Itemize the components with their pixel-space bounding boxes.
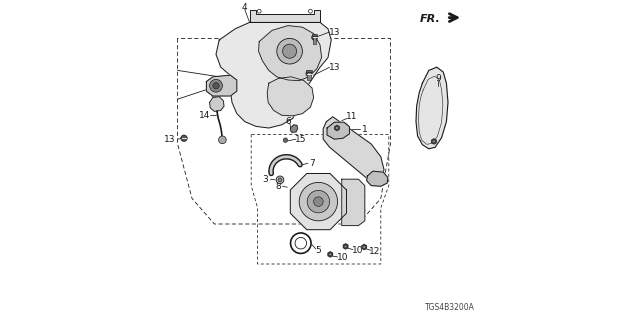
Text: 13: 13	[164, 135, 175, 144]
Text: 3: 3	[263, 175, 268, 184]
Text: 4: 4	[242, 3, 248, 12]
Text: 13: 13	[329, 28, 340, 36]
Circle shape	[433, 140, 435, 143]
Text: 14: 14	[199, 111, 211, 120]
Circle shape	[344, 245, 347, 248]
Circle shape	[283, 138, 288, 142]
Polygon shape	[216, 22, 332, 128]
Text: 11: 11	[346, 112, 358, 121]
Circle shape	[181, 135, 187, 141]
Circle shape	[363, 246, 365, 248]
Text: 8: 8	[276, 182, 281, 191]
Text: 6: 6	[285, 117, 291, 126]
Circle shape	[278, 178, 282, 182]
Text: 10: 10	[337, 253, 348, 262]
Polygon shape	[268, 77, 314, 116]
Text: 15: 15	[295, 135, 307, 144]
Polygon shape	[344, 244, 348, 249]
Polygon shape	[323, 117, 384, 182]
Circle shape	[257, 9, 261, 13]
Circle shape	[277, 38, 303, 64]
Text: 10: 10	[352, 246, 363, 255]
Circle shape	[210, 79, 223, 92]
Text: 1: 1	[362, 125, 367, 134]
Circle shape	[212, 83, 219, 89]
Text: FR.: FR.	[420, 13, 440, 24]
Circle shape	[300, 182, 338, 221]
Polygon shape	[206, 75, 237, 96]
Polygon shape	[328, 252, 332, 257]
Circle shape	[307, 190, 330, 213]
FancyBboxPatch shape	[312, 36, 317, 44]
Text: TGS4B3200A: TGS4B3200A	[426, 303, 475, 312]
Polygon shape	[367, 171, 388, 186]
Polygon shape	[210, 97, 224, 111]
FancyBboxPatch shape	[306, 70, 312, 72]
Polygon shape	[342, 179, 365, 226]
Text: 13: 13	[329, 63, 340, 72]
Circle shape	[314, 197, 323, 206]
Text: 5: 5	[315, 246, 321, 255]
Polygon shape	[250, 10, 320, 22]
Circle shape	[329, 253, 332, 256]
FancyBboxPatch shape	[307, 72, 311, 80]
Polygon shape	[291, 125, 298, 132]
Circle shape	[336, 127, 339, 129]
Text: 2: 2	[210, 90, 216, 99]
Polygon shape	[335, 125, 339, 131]
Polygon shape	[362, 244, 366, 250]
Text: 7: 7	[309, 159, 315, 168]
Text: 12: 12	[369, 247, 380, 256]
Text: 9: 9	[436, 74, 441, 83]
Polygon shape	[327, 122, 349, 139]
Circle shape	[306, 71, 312, 76]
Polygon shape	[291, 173, 346, 230]
FancyBboxPatch shape	[312, 34, 317, 36]
Circle shape	[283, 44, 297, 58]
Polygon shape	[416, 67, 448, 149]
Polygon shape	[259, 26, 322, 81]
Circle shape	[219, 136, 227, 144]
Polygon shape	[432, 139, 436, 144]
Circle shape	[312, 35, 317, 40]
Circle shape	[276, 176, 284, 184]
Circle shape	[308, 9, 312, 13]
